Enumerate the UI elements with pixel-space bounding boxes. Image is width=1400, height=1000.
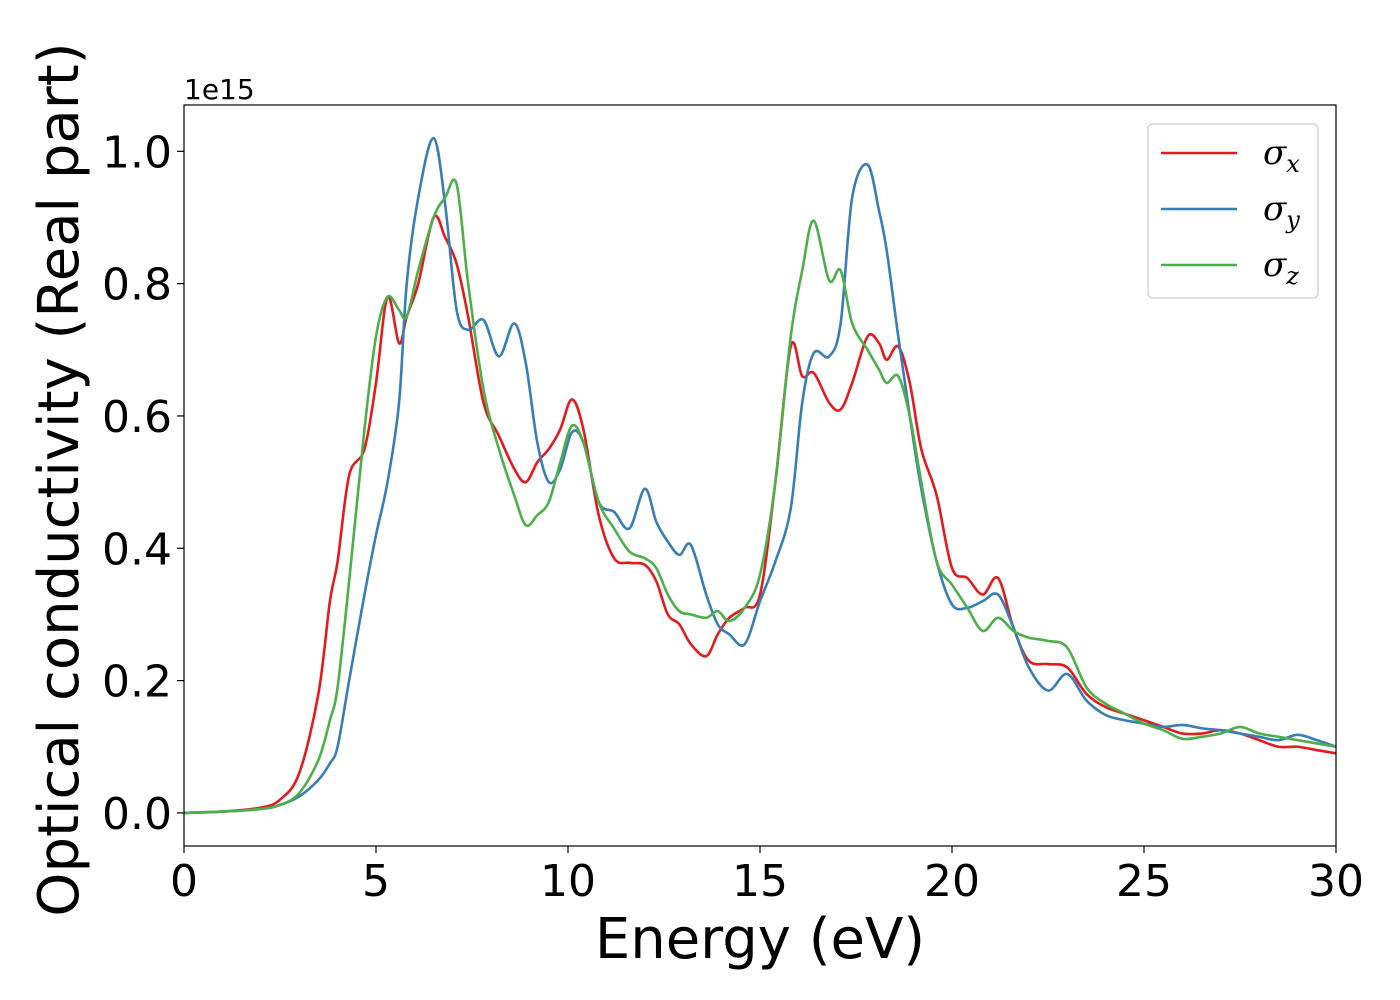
legend-label: σy: [1263, 189, 1300, 234]
y-tick-label: 0.8: [102, 260, 172, 311]
x-tick-label: 10: [540, 856, 596, 907]
y-tick-label: 1.0: [102, 127, 172, 178]
legend-box: [1147, 123, 1319, 299]
y-axis: 0.0 0.2 0.4 0.6 0.8 1.0: [102, 127, 184, 840]
x-axis-title: Energy (eV): [595, 907, 925, 972]
legend: σx σy σz: [1147, 123, 1319, 299]
x-tick-label: 20: [924, 856, 980, 907]
series-line-y: [184, 136, 1336, 815]
legend-label: σx: [1263, 133, 1300, 178]
series-line-z: [184, 178, 1336, 815]
x-tick-label: 5: [362, 856, 390, 907]
y-axis-title: Optical conductivity (Real part): [27, 42, 92, 916]
series-layer: [184, 136, 1336, 815]
x-tick-label: 15: [732, 856, 788, 907]
legend-label: σz: [1263, 245, 1299, 290]
x-tick-label: 0: [170, 856, 198, 907]
y-tick-label: 0.4: [102, 524, 172, 575]
y-tick-label: 0.2: [102, 657, 172, 708]
y-offset-label: 1e15: [184, 73, 255, 106]
x-axis: 0 5 10 15 20 25 30: [170, 846, 1364, 907]
x-tick-label: 30: [1308, 856, 1364, 907]
y-tick-label: 0.6: [102, 392, 172, 443]
y-tick-label: 0.0: [102, 789, 172, 840]
x-tick-label: 25: [1116, 856, 1172, 907]
